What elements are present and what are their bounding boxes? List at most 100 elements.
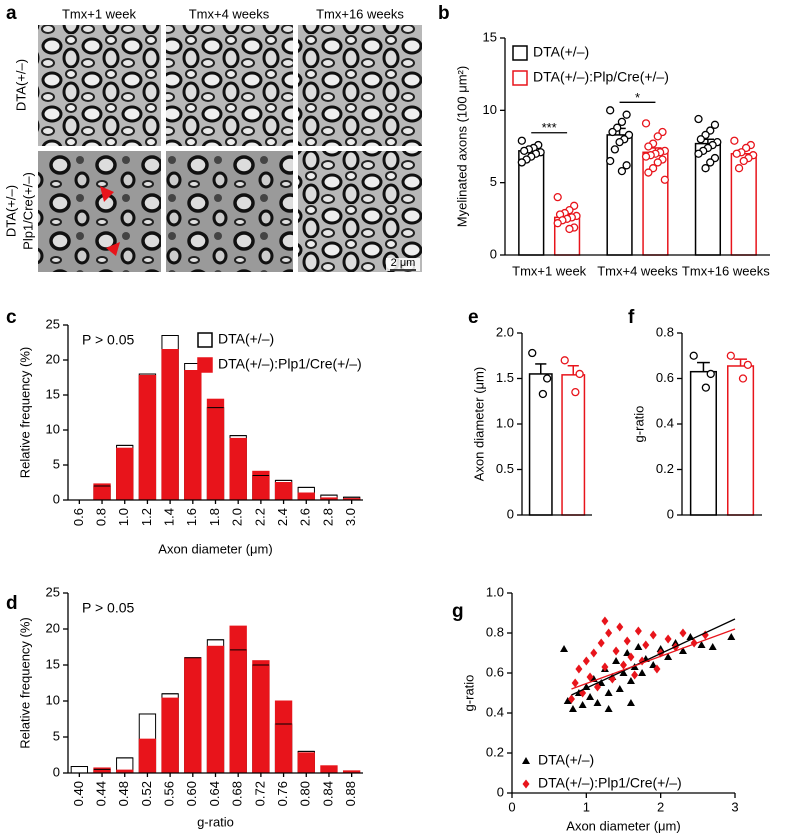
y-tick-label: 10 (483, 102, 497, 117)
arrow (100, 186, 114, 202)
bar (320, 765, 338, 774)
x-tick-label: 2.2 (252, 508, 267, 526)
marker (619, 669, 628, 676)
x-tick-label: 1.0 (116, 508, 131, 526)
marker (522, 779, 530, 789)
marker (623, 649, 632, 656)
data-point (653, 132, 662, 141)
marker (642, 640, 650, 650)
marker (522, 757, 530, 764)
data-point (565, 224, 574, 234)
scale-bar-bg (386, 258, 420, 271)
bar (70, 766, 89, 774)
data-point (734, 164, 744, 173)
bar (252, 660, 270, 774)
bar (138, 738, 157, 774)
data-point (694, 114, 703, 124)
data-point (538, 389, 548, 399)
data-point (517, 158, 526, 167)
scale-bar-label: 2 μm (391, 257, 416, 269)
panel-label: c (6, 307, 17, 328)
marker (612, 657, 621, 664)
bar (206, 398, 225, 501)
data-point (622, 161, 631, 170)
y-tick-label: 0.8 (656, 324, 674, 339)
y-tick-label: 0 (667, 506, 674, 521)
marker (615, 685, 624, 692)
data-point (730, 136, 739, 145)
fit-line (571, 618, 736, 696)
column-header: Tmx+16 weeks (316, 6, 404, 21)
x-tick-label: 0.6 (71, 508, 86, 526)
y-tick-label: 20 (46, 620, 60, 635)
marker (679, 628, 687, 638)
marker (634, 626, 642, 636)
data-point (739, 156, 748, 166)
y-tick-label: 15 (46, 656, 60, 671)
marker (582, 656, 590, 666)
marker (604, 689, 613, 696)
column-header: Tmx+4 weeks (189, 6, 270, 21)
y-axis-label: g-ratio (461, 675, 476, 712)
x-tick-label: 2.8 (320, 508, 335, 526)
y-axis-label: Axon diameter (μm) (471, 367, 486, 481)
bar (161, 697, 179, 774)
data-point (617, 166, 627, 176)
bar (689, 370, 717, 516)
y-tick-label: 0.4 (486, 704, 504, 719)
x-tick-label: 1 (583, 799, 590, 814)
marker (649, 630, 657, 640)
data-point (542, 374, 552, 383)
x-axis-label: Axon diameter (μm) (566, 818, 680, 833)
y-tick-label: 10 (46, 692, 60, 707)
bar (184, 657, 202, 774)
x-tick-label: 2.6 (298, 508, 313, 526)
x-tick-label: 0.84 (320, 781, 335, 806)
marker (623, 636, 631, 646)
significance-label: *** (542, 120, 557, 135)
bar (727, 365, 755, 516)
x-tick-label: 0.76 (275, 781, 290, 806)
legend-label: DTA(+/–):Plp/Cre(+/–) (533, 69, 669, 85)
marker (664, 634, 672, 644)
legend-swatch (197, 332, 213, 348)
bar (229, 625, 247, 774)
y-axis-label: Relative frequency (%) (17, 347, 32, 479)
panel-label: d (6, 593, 18, 614)
marker (626, 677, 635, 684)
marker (590, 648, 598, 658)
y-tick-label: 0 (490, 246, 497, 261)
x-tick-label: 2 (657, 799, 664, 814)
row-label: DTA(+/–) (13, 59, 28, 111)
data-point (553, 192, 562, 202)
x-tick-label: 0.44 (93, 781, 108, 806)
data-point (517, 136, 526, 145)
marker (593, 682, 601, 692)
x-tick-label: 0.8 (93, 508, 108, 526)
marker (612, 646, 620, 656)
y-tick-label: 0.5 (496, 461, 514, 476)
marker (697, 641, 706, 648)
marker (597, 638, 605, 648)
y-tick-label: 5 (53, 456, 60, 471)
x-tick-label: Tmx+4 weeks (597, 263, 678, 278)
arrow (106, 242, 120, 256)
marker (638, 669, 647, 676)
y-tick-label: 0 (497, 784, 504, 799)
bar (184, 370, 202, 501)
data-point (644, 168, 653, 177)
marker (631, 670, 639, 680)
panel-label: a (6, 3, 17, 24)
data-point (706, 369, 715, 379)
bar (161, 349, 179, 501)
y-tick-label: 0 (53, 764, 60, 779)
x-tick-label: Tmx+16 weeks (682, 263, 770, 278)
panel-a: a Tmx+1 week Tmx+4 weeks Tmx+16 weeks DT… (3, 3, 422, 272)
x-tick-label: 0.52 (139, 781, 154, 806)
y-tick-label: 0.4 (656, 415, 674, 430)
row-label: Plp1/Cre(+/–) (20, 172, 35, 250)
data-point (575, 369, 584, 379)
data-point (606, 106, 615, 115)
bar (229, 437, 247, 501)
data-point (701, 383, 711, 392)
